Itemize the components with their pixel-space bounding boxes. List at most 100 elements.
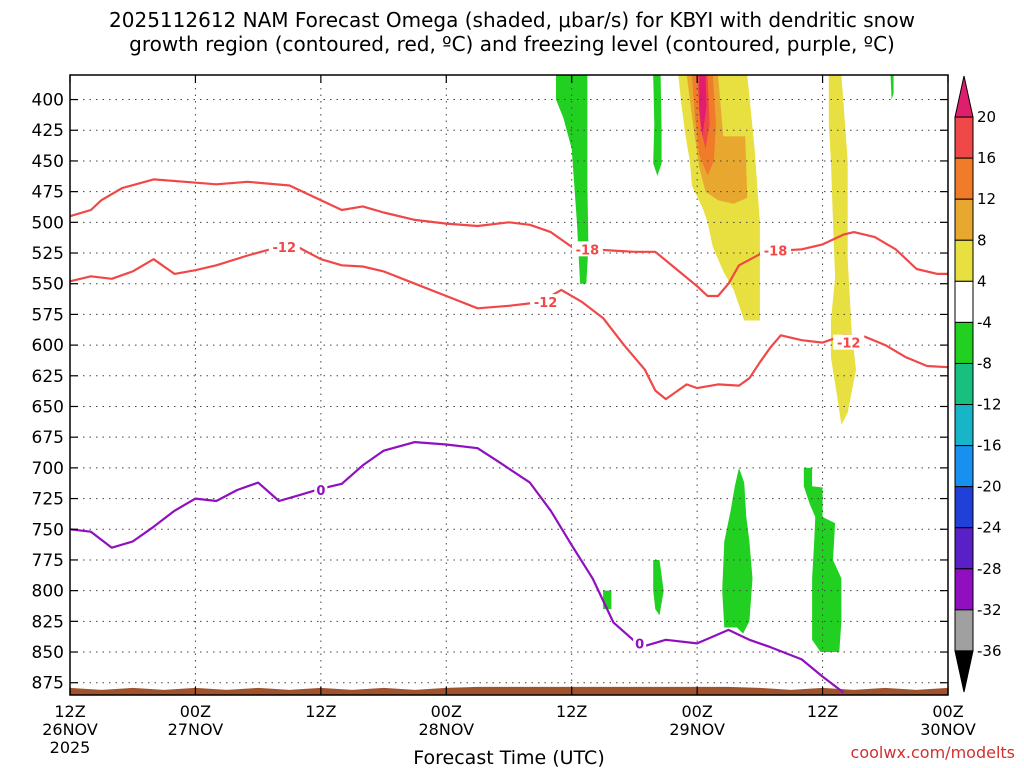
x-tick-date: 28NOV	[418, 720, 474, 739]
omega-shaded-regions	[556, 75, 894, 652]
colorbar-label: 4	[977, 272, 987, 290]
omega-neg-area-b	[653, 75, 662, 176]
y-tick-label: 575	[32, 305, 64, 325]
colorbar-swatch	[954, 116, 974, 159]
y-tick-label: 850	[32, 643, 64, 663]
contour-label-bg	[833, 334, 865, 350]
credit-text: coolwx.com/modelts	[851, 743, 1015, 762]
x-tick-year: 2025	[50, 738, 91, 757]
x-tick-date: 27NOV	[168, 720, 224, 739]
x-tick-label: 00Z	[681, 702, 712, 721]
y-tick-label: 775	[32, 551, 64, 571]
colorbar-label: -8	[977, 354, 992, 372]
contour-label-bg	[268, 238, 300, 254]
contour-label-bg	[530, 294, 562, 310]
y-tick-label: 500	[32, 213, 64, 233]
contour-label-bg	[633, 635, 647, 651]
contour-label-bg	[760, 242, 792, 258]
contour-label: -18	[576, 243, 600, 258]
y-axis: 400 425 450 475 500 525 550 575 600 625 650 675 700 7…	[32, 91, 948, 694]
x-tick-label: 12Z	[556, 702, 587, 721]
chart-title-line1: 2025112612 NAM Forecast Omega (shaded, μ…	[109, 8, 915, 32]
y-tick-label: 400	[32, 91, 64, 111]
colorbar-swatch	[954, 280, 974, 323]
y-tick-label: 675	[32, 428, 64, 448]
colorbar-label: -4	[977, 313, 992, 331]
y-tick-label: 650	[32, 397, 64, 417]
y-tick-label: 450	[32, 152, 64, 172]
x-tick-label: 12Z	[54, 702, 85, 721]
y-tick-label: 600	[32, 336, 64, 356]
plot-frame	[69, 74, 949, 696]
colorbar-label: 12	[977, 190, 996, 208]
x-axis-title: Forecast Time (UTC)	[413, 747, 604, 768]
colorbar-swatch	[954, 609, 974, 652]
colorbar-label: -24	[977, 519, 1002, 537]
omega-neg-area-a	[556, 75, 589, 284]
omega-neg-lower-d	[803, 467, 842, 652]
contour-label: -12	[837, 337, 861, 352]
colorbar-label: 20	[977, 108, 996, 126]
y-tick-label: 425	[32, 121, 64, 141]
x-tick-label: 00Z	[180, 702, 211, 721]
colorbar-label: -20	[977, 478, 1002, 496]
contour-label: -12	[534, 296, 558, 311]
colorbar-label: 8	[977, 231, 987, 249]
colorbar-label: -28	[977, 560, 1002, 578]
colorbar-swatch	[954, 321, 974, 364]
x-tick-label: 12Z	[305, 702, 336, 721]
y-tick-label: 700	[32, 459, 64, 479]
y-tick-label: 800	[32, 582, 64, 602]
colorbar-swatch	[954, 527, 974, 570]
y-tick-label: 625	[32, 367, 64, 387]
y-tick-label: 825	[32, 612, 64, 632]
y-tick-label: 525	[32, 244, 64, 264]
y-tick-label: 750	[32, 520, 64, 540]
y-tick-label: 875	[32, 674, 64, 694]
contour-label-bg	[571, 241, 603, 257]
colorbar-legend: 20 16 12 8 4 -4 -8 -12 -16 -20 -24 -28 -32 -36	[954, 75, 1002, 693]
x-tick-date: 29NOV	[669, 720, 725, 739]
colorbar-swatch-top	[954, 75, 974, 118]
contour-label: 0	[316, 484, 325, 499]
terrain-band	[70, 686, 948, 695]
colorbar-swatch	[954, 568, 974, 611]
omega-pos-20	[699, 75, 707, 137]
colorbar-label: -32	[977, 601, 1002, 619]
freezing-level-0	[69, 441, 845, 694]
x-tick-label: 00Z	[932, 702, 963, 721]
omega-neg-lower-a	[603, 590, 612, 610]
contour-label: 0	[635, 637, 644, 652]
colorbar-swatch	[954, 239, 974, 282]
contour-label-bg	[314, 481, 328, 497]
y-tick-label: 725	[32, 490, 64, 510]
colorbar-swatch	[954, 198, 974, 241]
omega-neg-area-c	[890, 75, 894, 100]
x-tick-label: 00Z	[431, 702, 462, 721]
contour-label: -18	[764, 245, 788, 260]
y-tick-label: 550	[32, 275, 64, 295]
x-tick-date: 26NOV	[42, 720, 98, 739]
omega-neg-lower-c	[722, 467, 753, 634]
chart-title-line2: growth region (contoured, red, ºC) and f…	[129, 32, 895, 56]
terrain-layer	[70, 686, 948, 695]
colorbar-swatch	[954, 404, 974, 447]
contour-label: -12	[273, 241, 297, 256]
colorbar-swatch	[954, 157, 974, 200]
colorbar-swatch	[954, 486, 974, 529]
x-tick-date: 30NOV	[920, 720, 976, 739]
contour-labels: -18 -18 -12 -12 -12 0 0	[268, 238, 865, 652]
colorbar-swatch	[954, 445, 974, 488]
colorbar-swatch	[954, 362, 974, 406]
dgz-bottom-minus-12	[69, 245, 949, 401]
colorbar-label: 16	[977, 149, 996, 167]
colorbar-swatch-bottom	[954, 650, 974, 693]
dgz-top-minus-18	[69, 178, 948, 298]
colorbar-label: -12	[977, 396, 1002, 414]
omega-pos-4b	[828, 75, 856, 425]
colorbar-label: -16	[977, 437, 1002, 455]
colorbar-label: -36	[977, 642, 1002, 660]
x-tick-label: 12Z	[807, 702, 838, 721]
